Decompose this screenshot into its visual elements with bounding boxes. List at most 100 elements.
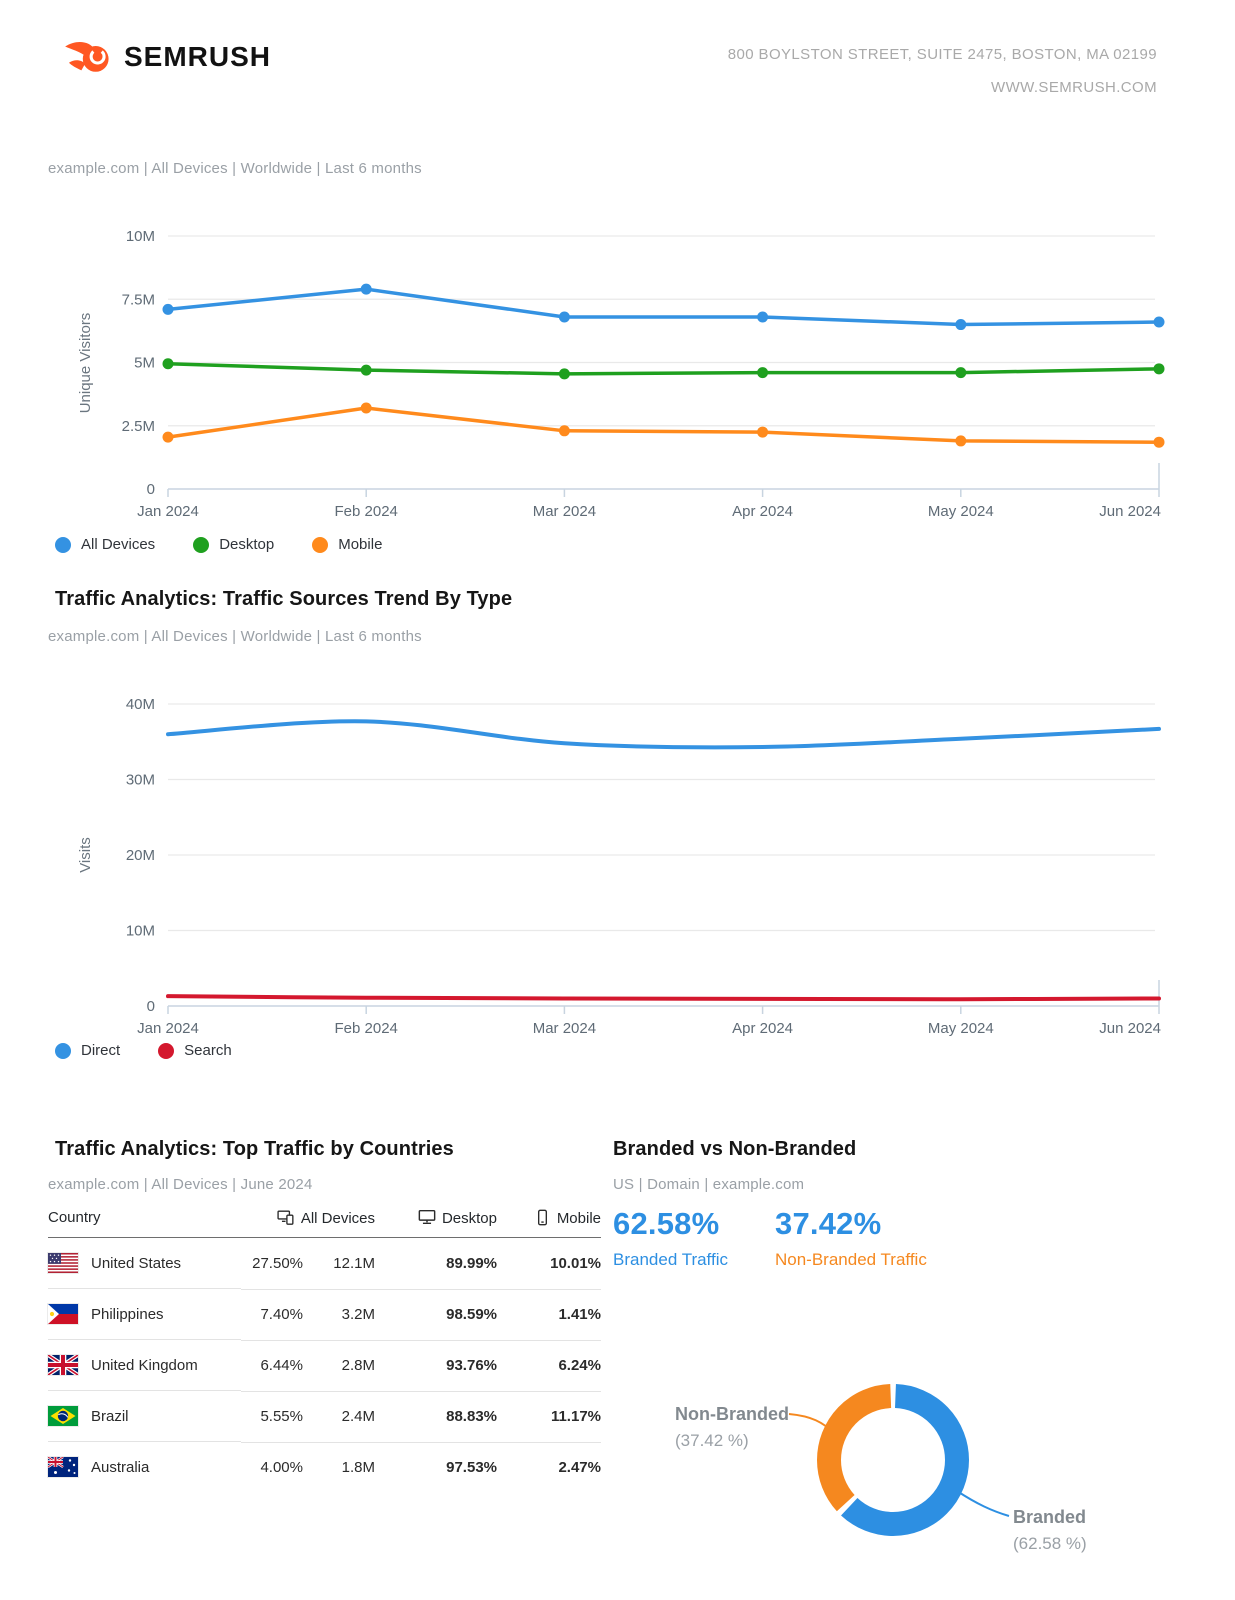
traffic-sources-title: Traffic Analytics: Traffic Sources Trend… (55, 588, 513, 610)
y-tick-label: 2.5M (122, 418, 155, 435)
branded-callout-label: Branded (1013, 1507, 1086, 1527)
legend-item-desktop: Desktop (193, 536, 274, 553)
table-header-row: Country All Devices Desktop (48, 1200, 601, 1238)
data-point (955, 367, 967, 379)
y-tick-label: 30M (126, 772, 155, 789)
company-address: 800 BOYLSTON STREET, SUITE 2475, BOSTON,… (728, 38, 1157, 104)
all-devices-share-cell: 7.40% (241, 1289, 303, 1341)
country-cell: Philippines (48, 1289, 241, 1340)
mobile-icon (537, 1209, 547, 1225)
x-tick-label: Jun 2024 (1099, 1020, 1161, 1037)
data-point (558, 311, 570, 323)
all-devices-icon (277, 1210, 294, 1225)
x-tick-label: Jun 2024 (1099, 503, 1161, 520)
legend-label: Desktop (219, 536, 275, 553)
branded-percent: 62.58% (613, 1206, 720, 1241)
legend-dot-icon (55, 536, 71, 553)
data-point (757, 311, 769, 323)
top-countries-title: Traffic Analytics: Top Traffic by Countr… (55, 1138, 454, 1160)
y-tick-label: 0 (147, 481, 155, 498)
y-tick-label: 10M (126, 923, 155, 940)
mobile-share-cell: 6.24% (497, 1340, 601, 1392)
column-header-country: Country (48, 1200, 241, 1238)
branded-filters-breadcrumb: US | Domain | example.com (613, 1176, 805, 1193)
y-tick-label: 10M (126, 228, 155, 245)
branded-callout-value: (62.58 %) (1013, 1534, 1087, 1553)
legend-item-mobile: Mobile (312, 536, 382, 553)
desktop-share-cell: 93.76% (375, 1340, 497, 1392)
x-tick-label: Mar 2024 (533, 1020, 596, 1037)
y-tick-label: 20M (126, 847, 155, 864)
non-branded-callout-value: (37.42 %) (675, 1431, 749, 1450)
chart2-legend: Direct Search (55, 1042, 232, 1059)
table-row: Philippines 7.40% 3.2M 98.59% 1.41% (48, 1289, 601, 1341)
unique-visitors-line-chart: Unique Visitors 10M 7.5M 5M 2.5M 0 Jan 2024 Fe… (77, 228, 1165, 520)
all-devices-share-cell: 27.50% (241, 1237, 303, 1290)
desktop-share-cell: 98.59% (375, 1289, 497, 1341)
countries-filters-breadcrumb: example.com | All Devices | June 2024 (48, 1176, 313, 1193)
data-point (162, 431, 174, 443)
chart2-filters-breadcrumb: example.com | All Devices | Worldwide | … (48, 628, 422, 645)
data-point (162, 358, 174, 370)
country-cell: United Kingdom (46, 1340, 241, 1391)
flag-icon-br (48, 1406, 78, 1426)
country-name: United States (91, 1254, 182, 1272)
donut-slice-branded (817, 1384, 969, 1536)
data-point (360, 283, 372, 295)
branded-stats: 62.58% Branded Traffic 37.42% Non-Brande… (613, 1206, 927, 1270)
legend-label: Mobile (338, 536, 383, 553)
x-tick-label: Feb 2024 (335, 1020, 398, 1037)
all-devices-share-cell: 5.55% (241, 1391, 303, 1443)
flag-icon-us (48, 1253, 78, 1273)
website-url: WWW.SEMRUSH.COM (991, 79, 1157, 96)
desktop-share-cell: 88.83% (375, 1391, 497, 1443)
data-point (360, 402, 372, 414)
all-devices-share-cell: 6.44% (241, 1340, 303, 1392)
data-point (360, 364, 372, 376)
table-row: United Kingdom 6.44% 2.8M 93.76% 6.24% (46, 1340, 601, 1392)
legend-label: All Devices (81, 536, 156, 553)
y-tick-label: 7.5M (122, 291, 155, 308)
chart1-legend: All Devices Desktop Mobile (55, 536, 382, 553)
all-devices-visits-cell: 12.1M (303, 1237, 375, 1290)
semrush-logo: SEMRUSH (64, 36, 271, 78)
top-countries-table: Country All Devices Desktop (46, 1200, 601, 1493)
all-devices-visits-cell: 3.2M (303, 1289, 375, 1341)
column-header-mobile: Mobile (497, 1200, 601, 1238)
data-point (955, 435, 967, 447)
non-branded-traffic-label: Non-Branded Traffic (775, 1250, 927, 1269)
non-branded-leader-line (788, 1413, 836, 1435)
x-tick-label: Jan 2024 (137, 1020, 199, 1037)
legend-dot-icon (158, 1042, 175, 1059)
branded-donut-chart: Non-Branded (37.42 %) Branded (62.58 %) (675, 1384, 1087, 1553)
x-tick-label: Jan 2024 (137, 503, 199, 520)
desktop-share-cell: 97.53% (446, 1458, 497, 1476)
stat-non-branded: 37.42% Non-Branded Traffic (775, 1206, 927, 1270)
x-tick-label: May 2024 (928, 503, 994, 520)
table-row: Brazil 5.55% 2.4M 88.83% 11.17% (48, 1391, 601, 1443)
mobile-share-cell: 11.17% (497, 1391, 601, 1443)
mobile-share-cell: 2.47% (558, 1458, 601, 1476)
table-row: Australia 4.00% 1.8M 97.53% 2.47% (47, 1442, 601, 1492)
flag-icon-gb (46, 1353, 80, 1377)
legend-label: Search (184, 1042, 232, 1059)
country-cell: Brazil (48, 1391, 241, 1442)
x-tick-label: Apr 2024 (732, 503, 793, 520)
country-name: Australia (91, 1458, 150, 1476)
branded-leader-line (956, 1490, 1010, 1517)
branded-title: Branded vs Non-Branded (613, 1138, 857, 1160)
all-devices-share-cell: 4.00% (260, 1458, 303, 1476)
countries-table-body: United States 27.50% 12.1M 89.99% 10.01% Phil… (46, 1237, 601, 1493)
all-devices-visits-cell: 2.8M (303, 1340, 375, 1392)
legend-dot-icon (312, 536, 329, 553)
data-point (162, 303, 174, 315)
flag-icon-ph (48, 1304, 78, 1324)
desktop-share-cell: 89.99% (375, 1237, 497, 1290)
stat-branded: 62.58% Branded Traffic (613, 1206, 751, 1270)
series-line-All Devices (166, 287, 1161, 327)
data-point (1153, 436, 1165, 448)
data-point (955, 319, 967, 331)
legend-item-all-devices: All Devices (55, 536, 155, 553)
chart2-y-axis-label: Visits (77, 837, 94, 873)
